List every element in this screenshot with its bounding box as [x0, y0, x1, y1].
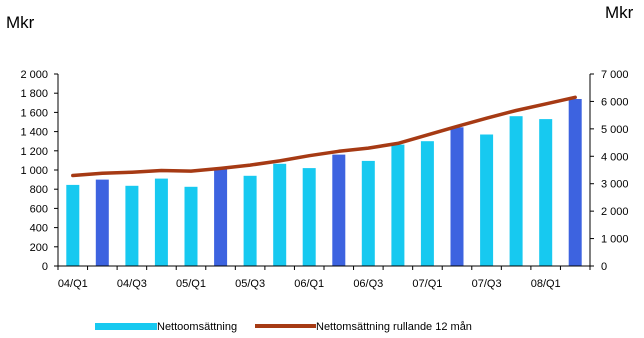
- x-tick-label: 05/Q3: [235, 278, 265, 290]
- line-point-04-q1: [71, 174, 75, 177]
- bar-05-q1: [184, 186, 198, 266]
- line-series: [71, 95, 577, 178]
- right-tick-label: 0: [601, 261, 607, 273]
- bar-04-q4: [154, 178, 168, 266]
- rolling-12m-line: [71, 95, 577, 178]
- x-axis-ticks: 04/Q1 04/Q3 05/Q1 05/Q3 06/Q1 06/Q3 07/Q1 07/Q3…: [57, 266, 591, 290]
- right-axis-unit: Mkr: [605, 3, 634, 22]
- bar-04-q2: [95, 179, 109, 266]
- line-point-07-q3: [485, 117, 488, 120]
- left-tick-label: 1 200: [20, 146, 48, 158]
- line-point-08-q1: [544, 102, 547, 106]
- line-point-05-q4: [278, 159, 281, 163]
- line-point-06-q4: [396, 142, 400, 145]
- left-tick-label: 600: [30, 203, 48, 215]
- bar-08-q1: [539, 119, 553, 266]
- left-tick-label: 2 000: [20, 69, 48, 81]
- legend: Nettoomsättning Nettomsättning rullande …: [95, 321, 472, 333]
- left-tick-label: 1 600: [20, 107, 48, 119]
- right-tick-label: 6 000: [601, 96, 629, 108]
- bar-05-q2: [214, 168, 228, 266]
- x-tick-label: 04/Q3: [117, 278, 147, 290]
- line-point-05-q3: [248, 163, 252, 167]
- line-point-05-q1: [189, 169, 193, 173]
- line-point-08-q2: [574, 96, 577, 99]
- line-point-06-q2: [337, 150, 340, 153]
- bar-07-q4: [509, 116, 523, 266]
- left-tick-label: 1 000: [20, 165, 48, 177]
- left-tick-label: 800: [30, 184, 48, 196]
- bar-06-q4: [391, 144, 405, 266]
- line-point-06-q3: [367, 146, 370, 150]
- bar-04-q1: [66, 184, 80, 266]
- bar-06-q2: [332, 154, 346, 266]
- right-tick-label: 2 000: [601, 206, 629, 218]
- x-tick-label: 07/Q3: [472, 278, 502, 290]
- left-tick-label: 400: [30, 223, 48, 235]
- bar-07-q1: [420, 141, 434, 266]
- bar-06-q1: [302, 168, 316, 266]
- right-tick-label: 3 000: [601, 179, 629, 191]
- legend-line-label: Nettomsättning rullande 12 mån: [316, 321, 472, 333]
- x-tick-label: 05/Q1: [176, 278, 206, 290]
- right-tick-label: 7 000: [601, 69, 629, 81]
- left-axis-unit: Mkr: [6, 13, 35, 32]
- bar-05-q4: [273, 163, 287, 266]
- x-tick-label: 04/Q1: [58, 278, 88, 290]
- line-point-04-q2: [101, 172, 104, 175]
- x-tick-label: 08/Q1: [531, 278, 561, 290]
- bar-04-q3: [125, 185, 139, 266]
- right-tick-label: 5 000: [601, 124, 629, 136]
- x-tick-label: 06/Q1: [294, 278, 324, 290]
- bar-series: [66, 99, 582, 266]
- bar-05-q3: [243, 175, 257, 266]
- x-tick-label: 07/Q1: [412, 278, 442, 290]
- left-axis-ticks: 0 200 400 600 800 1 000 1 200 1 400 1 600 1 800 2 …: [20, 69, 58, 273]
- right-axis-ticks: 0 1 000 2 000 3 000 4 000 5 000 6 000 7 000: [590, 69, 629, 273]
- line-point-04-q4: [160, 169, 163, 172]
- line-point-04-q3: [130, 171, 134, 174]
- left-tick-label: 1 400: [20, 127, 48, 139]
- bar-07-q2: [450, 127, 464, 266]
- right-tick-label: 4 000: [601, 151, 629, 163]
- bar-08-q2: [568, 99, 582, 266]
- left-tick-label: 1 800: [20, 88, 48, 100]
- line-point-07-q1: [426, 133, 429, 137]
- line-point-06-q1: [308, 154, 311, 157]
- line-point-07-q4: [514, 109, 518, 112]
- bar-06-q3: [361, 160, 375, 266]
- bar-07-q3: [480, 134, 494, 266]
- legend-bar-swatch: [95, 323, 157, 330]
- left-tick-label: 200: [30, 242, 48, 254]
- line-point-07-q2: [455, 125, 459, 128]
- right-tick-label: 1 000: [601, 234, 629, 246]
- left-tick-label: 0: [42, 261, 48, 273]
- line-point-05-q2: [219, 167, 222, 170]
- legend-bar-label: Nettoomsättning: [157, 321, 237, 333]
- x-tick-label: 06/Q3: [353, 278, 383, 290]
